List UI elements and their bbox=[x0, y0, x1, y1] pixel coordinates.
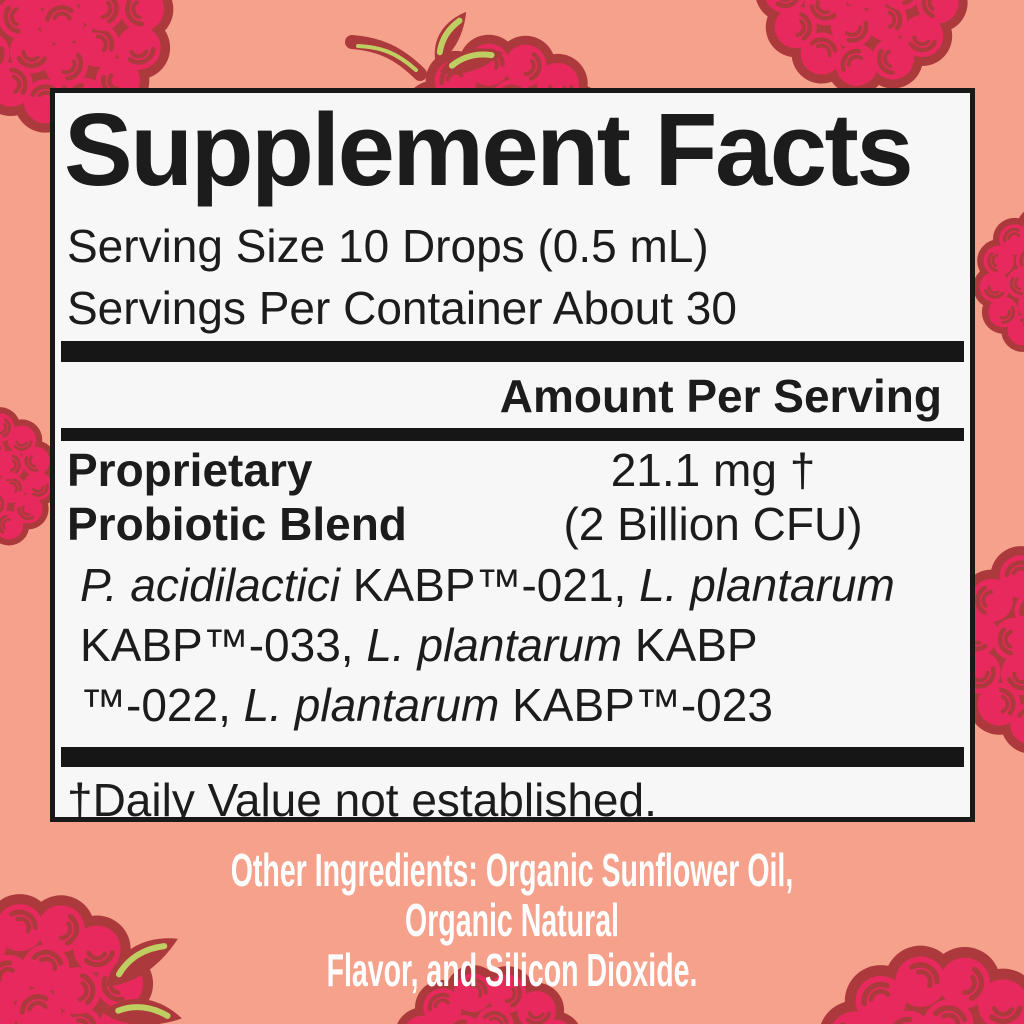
divider-bar-middle bbox=[61, 428, 964, 441]
blend-row: Proprietary Probiotic Blend 21.1 mg † (2… bbox=[67, 443, 958, 551]
strain-line: P. acidilactici KABP™-021, L. plantarum bbox=[80, 555, 958, 615]
blend-amount: 21.1 mg † (2 Billion CFU) bbox=[518, 443, 908, 551]
panel-title: Supplement Facts bbox=[64, 92, 914, 207]
strain-species: L. plantarum bbox=[366, 619, 623, 671]
daily-value-footnote: †Daily Value not established. bbox=[67, 774, 657, 822]
divider-bar-top bbox=[61, 341, 964, 362]
other-ingredients-line2: Flavor, and Silicon Dioxide. bbox=[326, 944, 698, 996]
other-ingredients: Other Ingredients: Organic Sunflower Oil… bbox=[195, 845, 830, 995]
blend-amount-value: 21.1 mg † bbox=[610, 444, 816, 496]
amount-per-serving-label: Amount Per Serving bbox=[499, 370, 942, 422]
strain-list: P. acidilactici KABP™-021, L. plantarum … bbox=[67, 555, 958, 735]
strain-code: KABP™-023 bbox=[499, 679, 773, 731]
divider-bar-bottom bbox=[61, 747, 964, 767]
strain-species: L. plantarum bbox=[639, 559, 895, 611]
strain-code: ™-022, bbox=[80, 679, 244, 731]
serving-size: Serving Size 10 Drops (0.5 mL) bbox=[67, 220, 709, 272]
strain-code: KABP™-021, bbox=[339, 559, 640, 611]
strain-species: L. plantarum bbox=[243, 679, 500, 731]
servings-per-container: Servings Per Container About 30 bbox=[67, 282, 737, 334]
strain-code: KABP™-033, bbox=[80, 619, 367, 671]
blend-name-line2: Probiotic Blend bbox=[67, 498, 407, 550]
blend-cfu-value: (2 Billion CFU) bbox=[563, 498, 863, 550]
strain-species: P. acidilactici bbox=[80, 559, 340, 611]
other-ingredients-line1: Other Ingredients: Organic Sunflower Oil… bbox=[230, 844, 794, 946]
supplement-facts-panel: Supplement Facts Serving Size 10 Drops (… bbox=[50, 88, 975, 822]
blend-name-line1: Proprietary bbox=[67, 444, 313, 496]
strain-line: KABP™-033, L. plantarum KABP bbox=[80, 615, 958, 675]
blend-name: Proprietary Probiotic Blend bbox=[67, 443, 407, 551]
serving-info: Serving Size 10 Drops (0.5 mL) Servings … bbox=[67, 215, 958, 339]
strain-code: KABP bbox=[622, 619, 758, 671]
strain-line: ™-022, L. plantarum KABP™-023 bbox=[80, 675, 958, 735]
